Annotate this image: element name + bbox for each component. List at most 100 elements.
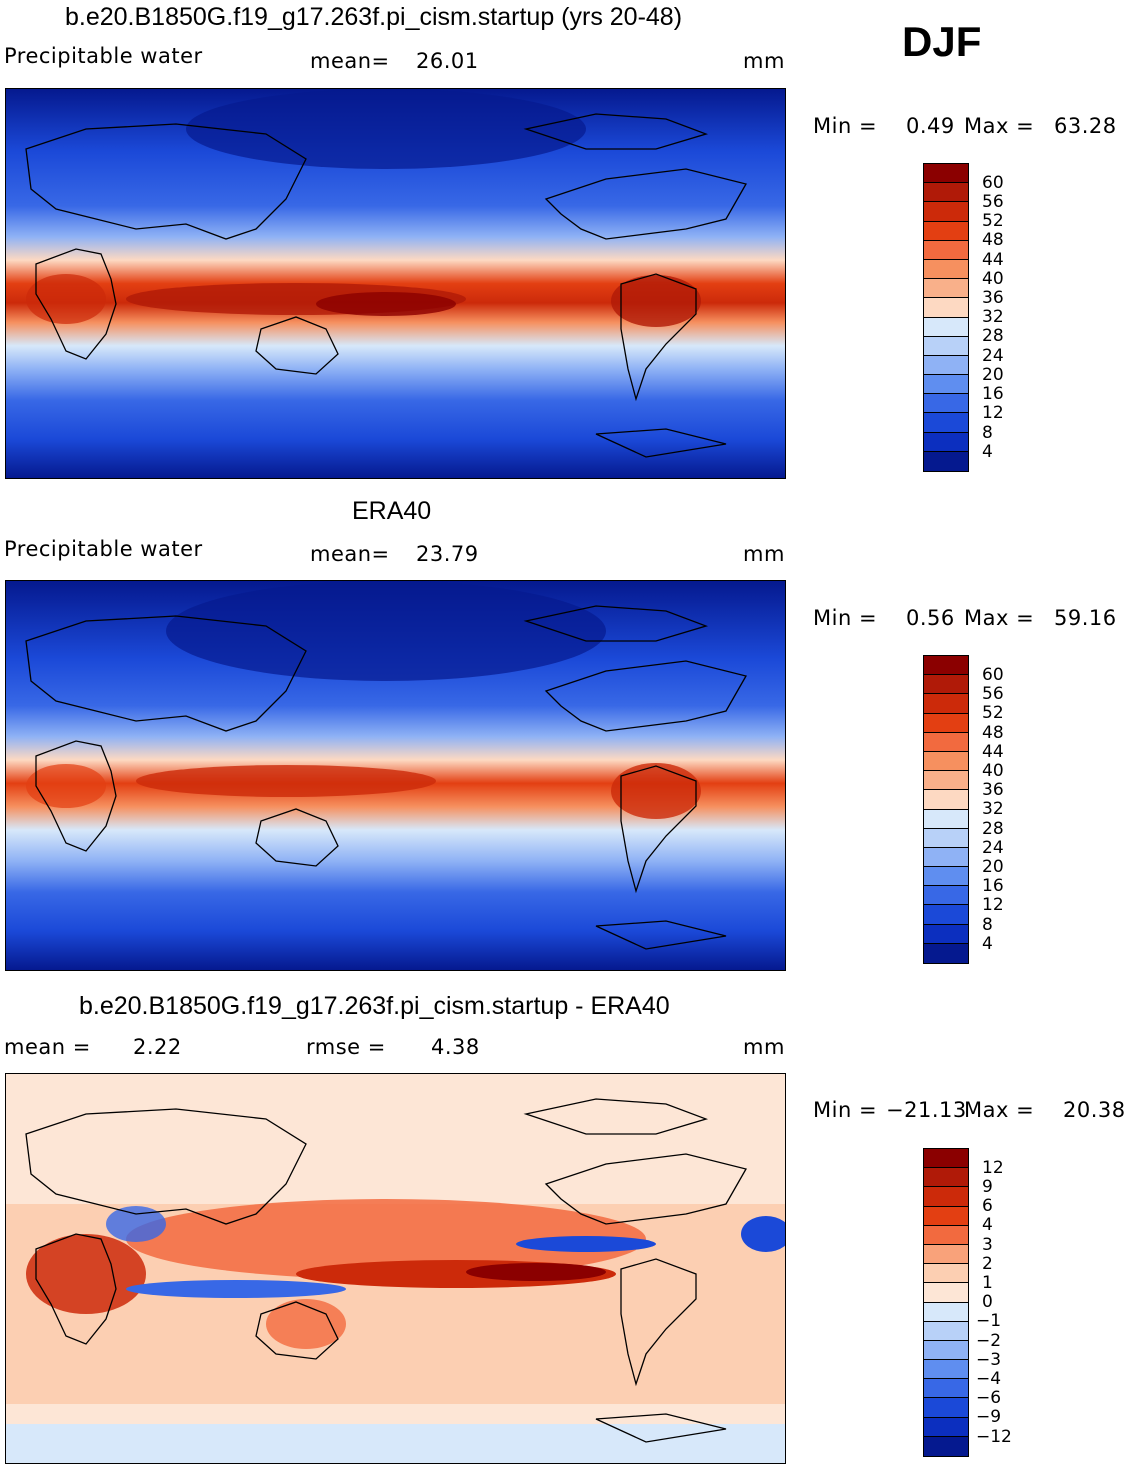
panel1-colorbar-swatch <box>924 221 968 241</box>
panel2-colorbar-swatch <box>924 771 968 791</box>
panel1-colorbar-swatch <box>924 164 968 184</box>
panel2-mean-label: mean= <box>310 542 390 566</box>
panel1-colorbar-tick: 60 <box>982 173 1004 193</box>
panel2-map-svg <box>6 581 785 970</box>
panel1-max-label: Max = <box>964 114 1035 138</box>
panel3-max-label: Max = <box>964 1098 1035 1122</box>
panel1-colorbar-swatch <box>924 355 968 376</box>
panel1-colorbar-swatch <box>924 413 968 433</box>
panel2-min-value: 0.56 <box>906 606 955 630</box>
panel1-units: mm <box>743 49 785 73</box>
panel2-colorbar-tick: 32 <box>982 799 1004 819</box>
panel2-colorbar-swatch <box>924 809 968 829</box>
panel2-colorbar-tick: 52 <box>982 703 1004 723</box>
panel3-colorbar-tick: −6 <box>976 1388 1002 1408</box>
panel2-max-value: 59.16 <box>1054 606 1117 630</box>
panel2-colorbar-tick: 8 <box>982 915 993 935</box>
panel2-colorbar-swatch <box>924 943 968 963</box>
panel2-max-label: Max = <box>964 606 1035 630</box>
panel3-min-value: −21.13 <box>886 1098 967 1122</box>
panel2-colorbar <box>923 655 969 964</box>
panel3-colorbar-swatch <box>924 1149 968 1169</box>
panel2-colorbar-swatch <box>924 751 968 772</box>
panel1-colorbar-tick: 24 <box>982 346 1004 366</box>
panel2-colorbar-tick: 40 <box>982 761 1004 781</box>
panel1-mean-value: 26.01 <box>416 49 479 73</box>
panel2-colorbar-swatch <box>924 867 968 887</box>
panel1-min-value: 0.49 <box>906 114 955 138</box>
panel2-colorbar-tick: 60 <box>982 665 1004 685</box>
panel1-colorbar-swatch <box>924 375 968 395</box>
panel1-colorbar-swatch <box>924 432 968 452</box>
panel3-map <box>5 1073 786 1464</box>
panel1-colorbar-tick: 28 <box>982 326 1004 346</box>
panel3-colorbar-tick: −4 <box>976 1369 1002 1389</box>
panel2-colorbar-tick: 36 <box>982 780 1004 800</box>
panel2-map <box>5 580 786 971</box>
panel1-colorbar-tick: 48 <box>982 230 1004 250</box>
panel3-colorbar-tick: −1 <box>976 1311 1002 1331</box>
panel1-colorbar-tick: 40 <box>982 269 1004 289</box>
panel2-colorbar-tick: 12 <box>982 895 1004 915</box>
panel2-units: mm <box>743 542 785 566</box>
panel1-colorbar-swatch <box>924 336 968 356</box>
panel3-rmse-label: rmse = <box>306 1035 386 1059</box>
panel2-title: ERA40 <box>352 497 432 525</box>
panel1-colorbar-tick: 4 <box>982 442 993 462</box>
panel3-colorbar-swatch <box>924 1283 968 1303</box>
panel1-colorbar-swatch <box>924 279 968 299</box>
panel3-mean-value: 2.22 <box>133 1035 182 1059</box>
panel1-map-svg <box>6 89 785 478</box>
panel3-colorbar-swatch <box>924 1225 968 1245</box>
panel3-colorbar-tick: 6 <box>982 1196 993 1216</box>
panel3-mean-label: mean = <box>4 1035 91 1059</box>
panel1-title: b.e20.B1850G.f19_g17.263f.pi_cism.startu… <box>65 3 683 31</box>
panel3-colorbar-swatch <box>924 1264 968 1284</box>
panel1-colorbar-swatch <box>924 298 968 318</box>
panel3-colorbar-swatch <box>924 1321 968 1341</box>
panel2-field: Precipitable water <box>4 537 203 561</box>
panel1-colorbar-swatch <box>924 259 968 280</box>
panel3-colorbar-tick: 9 <box>982 1177 993 1197</box>
panel3-colorbar-swatch <box>924 1206 968 1226</box>
panel3-colorbar-swatch <box>924 1398 968 1418</box>
panel3-colorbar-tick: −3 <box>976 1350 1002 1370</box>
panel2-colorbar-tick: 44 <box>982 742 1004 762</box>
panel3-title: b.e20.B1850G.f19_g17.263f.pi_cism.startu… <box>79 992 670 1020</box>
panel1-colorbar-tick: 44 <box>982 250 1004 270</box>
panel2-colorbar-swatch <box>924 828 968 848</box>
panel3-colorbar-swatch <box>924 1302 968 1322</box>
panel3-min-label: Min = <box>813 1098 878 1122</box>
panel3-map-svg <box>6 1074 785 1463</box>
panel1-max-value: 63.28 <box>1054 114 1117 138</box>
panel1-mean-label: mean= <box>310 49 390 73</box>
panel2-colorbar-tick: 4 <box>982 934 993 954</box>
panel1-colorbar-swatch <box>924 394 968 414</box>
panel3-max-value: 20.38 <box>1063 1098 1126 1122</box>
panel3-colorbar-tick: 3 <box>982 1235 993 1255</box>
panel1-colorbar-swatch <box>924 451 968 471</box>
panel3-colorbar <box>923 1148 969 1457</box>
panel1-min-label: Min = <box>813 114 878 138</box>
panel1-colorbar <box>923 163 969 472</box>
panel3-colorbar-swatch <box>924 1417 968 1437</box>
panel3-colorbar-swatch <box>924 1244 968 1265</box>
panel2-colorbar-swatch <box>924 886 968 906</box>
panel2-colorbar-swatch <box>924 924 968 944</box>
panel2-colorbar-tick: 24 <box>982 838 1004 858</box>
panel3-colorbar-tick: −9 <box>976 1407 1002 1427</box>
panel1-colorbar-swatch <box>924 240 968 260</box>
panel3-colorbar-tick: −2 <box>976 1331 1002 1351</box>
panel2-colorbar-swatch <box>924 905 968 925</box>
panel1-colorbar-tick: 8 <box>982 423 993 443</box>
panel2-colorbar-swatch <box>924 790 968 810</box>
panel2-min-label: Min = <box>813 606 878 630</box>
panel1-colorbar-tick: 32 <box>982 307 1004 327</box>
panel2-colorbar-tick: 56 <box>982 684 1004 704</box>
panel2-colorbar-tick: 28 <box>982 819 1004 839</box>
panel2-colorbar-tick: 48 <box>982 723 1004 743</box>
panel1-colorbar-tick: 36 <box>982 288 1004 308</box>
panel3-colorbar-tick: 12 <box>982 1158 1004 1178</box>
panel3-units: mm <box>743 1035 785 1059</box>
panel1-colorbar-swatch <box>924 317 968 337</box>
